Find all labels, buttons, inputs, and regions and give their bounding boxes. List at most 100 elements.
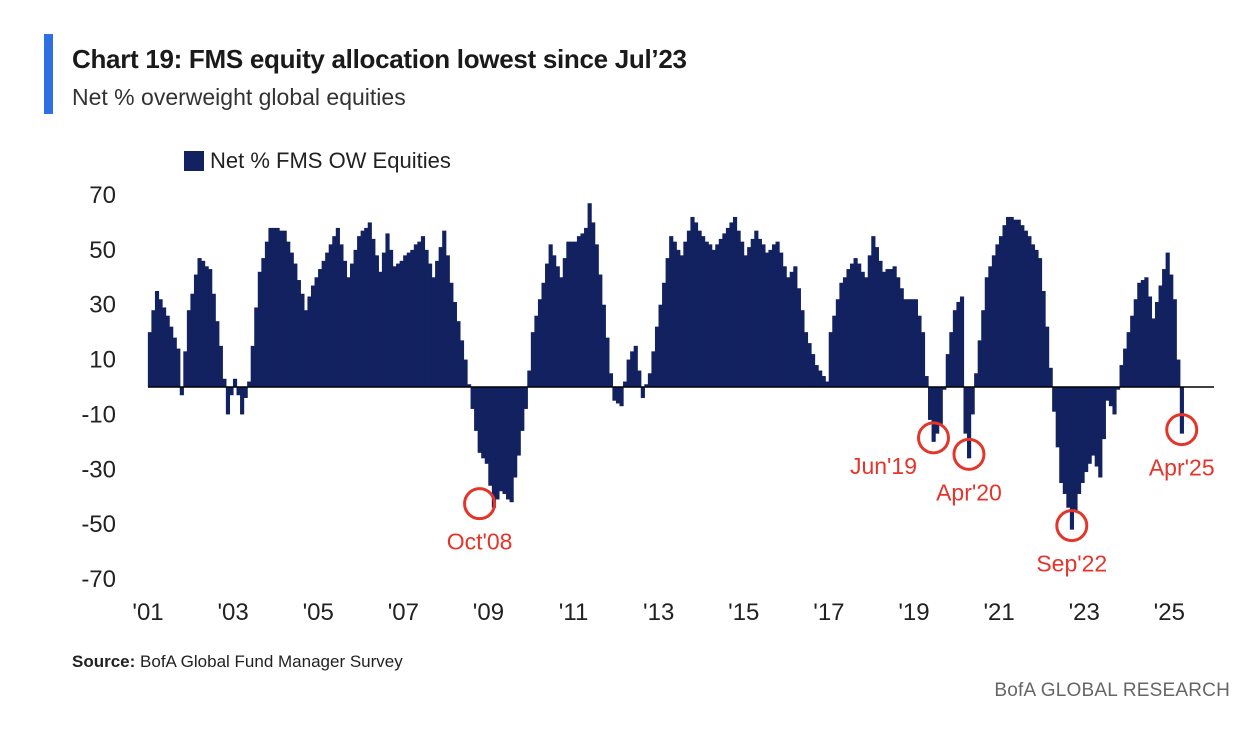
bar xyxy=(467,384,472,387)
annotation-circle xyxy=(1055,509,1089,543)
bar xyxy=(991,255,997,387)
bar xyxy=(1013,219,1018,387)
bar xyxy=(967,387,972,459)
bar xyxy=(1098,387,1103,478)
bar xyxy=(388,249,394,387)
source-label: Source: xyxy=(72,652,136,671)
bar xyxy=(630,351,635,387)
bar xyxy=(481,387,486,459)
bar xyxy=(995,244,1000,387)
bar xyxy=(750,238,755,387)
bar xyxy=(1080,387,1085,483)
bar xyxy=(704,241,709,387)
bar xyxy=(169,326,174,387)
bar xyxy=(850,263,855,387)
bar xyxy=(715,244,720,387)
bar xyxy=(637,370,642,387)
bar xyxy=(264,241,270,387)
bar xyxy=(523,387,528,409)
chart-subtitle: Net % overweight global equities xyxy=(72,84,406,110)
bar xyxy=(190,293,195,387)
bar xyxy=(828,332,833,387)
bar xyxy=(761,244,766,387)
bar xyxy=(1119,365,1124,387)
bar xyxy=(346,277,351,387)
bar xyxy=(1176,359,1181,387)
bar xyxy=(736,230,741,387)
bar xyxy=(300,293,305,387)
bar xyxy=(949,332,954,387)
bar xyxy=(413,244,418,387)
bar xyxy=(268,227,273,387)
annotation-label: Sep'22 xyxy=(1036,551,1107,577)
bar xyxy=(1144,277,1149,387)
bar xyxy=(782,266,787,387)
bar xyxy=(1091,387,1096,456)
bar xyxy=(562,258,567,387)
bar xyxy=(924,376,929,387)
bar xyxy=(310,285,316,387)
bar xyxy=(275,227,280,387)
bar xyxy=(800,310,805,387)
bar xyxy=(690,216,695,387)
bar xyxy=(162,307,167,387)
bar xyxy=(353,249,358,387)
bar xyxy=(417,241,422,387)
bar xyxy=(1087,387,1092,464)
bar xyxy=(665,258,670,387)
bar xyxy=(208,269,213,387)
bar xyxy=(669,236,674,387)
bar xyxy=(555,266,560,387)
bar xyxy=(633,345,638,387)
bar xyxy=(1045,326,1050,387)
y-tick-label: 50 xyxy=(89,237,116,264)
bar xyxy=(374,255,379,387)
bar xyxy=(431,277,436,387)
y-tick-label: -10 xyxy=(81,401,116,428)
bar xyxy=(903,299,908,387)
bar xyxy=(335,227,340,387)
bar xyxy=(1023,230,1028,387)
bar xyxy=(952,310,957,387)
bar xyxy=(1030,244,1036,387)
bar xyxy=(697,230,702,387)
bar xyxy=(789,271,794,387)
bar xyxy=(303,310,309,387)
bar xyxy=(349,263,355,387)
bar xyxy=(842,277,848,387)
bar xyxy=(186,310,192,387)
bar xyxy=(811,354,816,387)
bar xyxy=(1059,387,1064,483)
bar xyxy=(1002,225,1007,387)
bar xyxy=(786,277,791,387)
bar xyxy=(1169,274,1174,387)
bar xyxy=(569,241,574,387)
bar xyxy=(959,296,965,387)
bar xyxy=(576,236,582,387)
bar xyxy=(307,296,312,387)
bar xyxy=(977,340,982,387)
bar xyxy=(857,263,862,387)
chart-title: Chart 19: FMS equity allocation lowest s… xyxy=(72,44,687,74)
bar xyxy=(1069,387,1075,530)
bar xyxy=(701,236,706,387)
bar xyxy=(1108,387,1114,407)
annotation-label: Apr'25 xyxy=(1149,455,1215,481)
bar xyxy=(410,249,415,387)
bar xyxy=(1006,216,1011,387)
y-tick-label: -70 xyxy=(81,566,116,593)
y-tick-label: 70 xyxy=(89,182,116,209)
bar xyxy=(399,260,404,387)
bar xyxy=(594,244,599,387)
bar xyxy=(1140,280,1145,387)
bar xyxy=(229,387,234,396)
bar xyxy=(381,252,387,387)
bar xyxy=(342,260,348,387)
bar xyxy=(1066,387,1071,508)
bar xyxy=(864,277,869,387)
bar xyxy=(693,222,699,387)
bar xyxy=(201,260,206,387)
bar xyxy=(293,263,298,387)
bar xyxy=(424,249,429,387)
